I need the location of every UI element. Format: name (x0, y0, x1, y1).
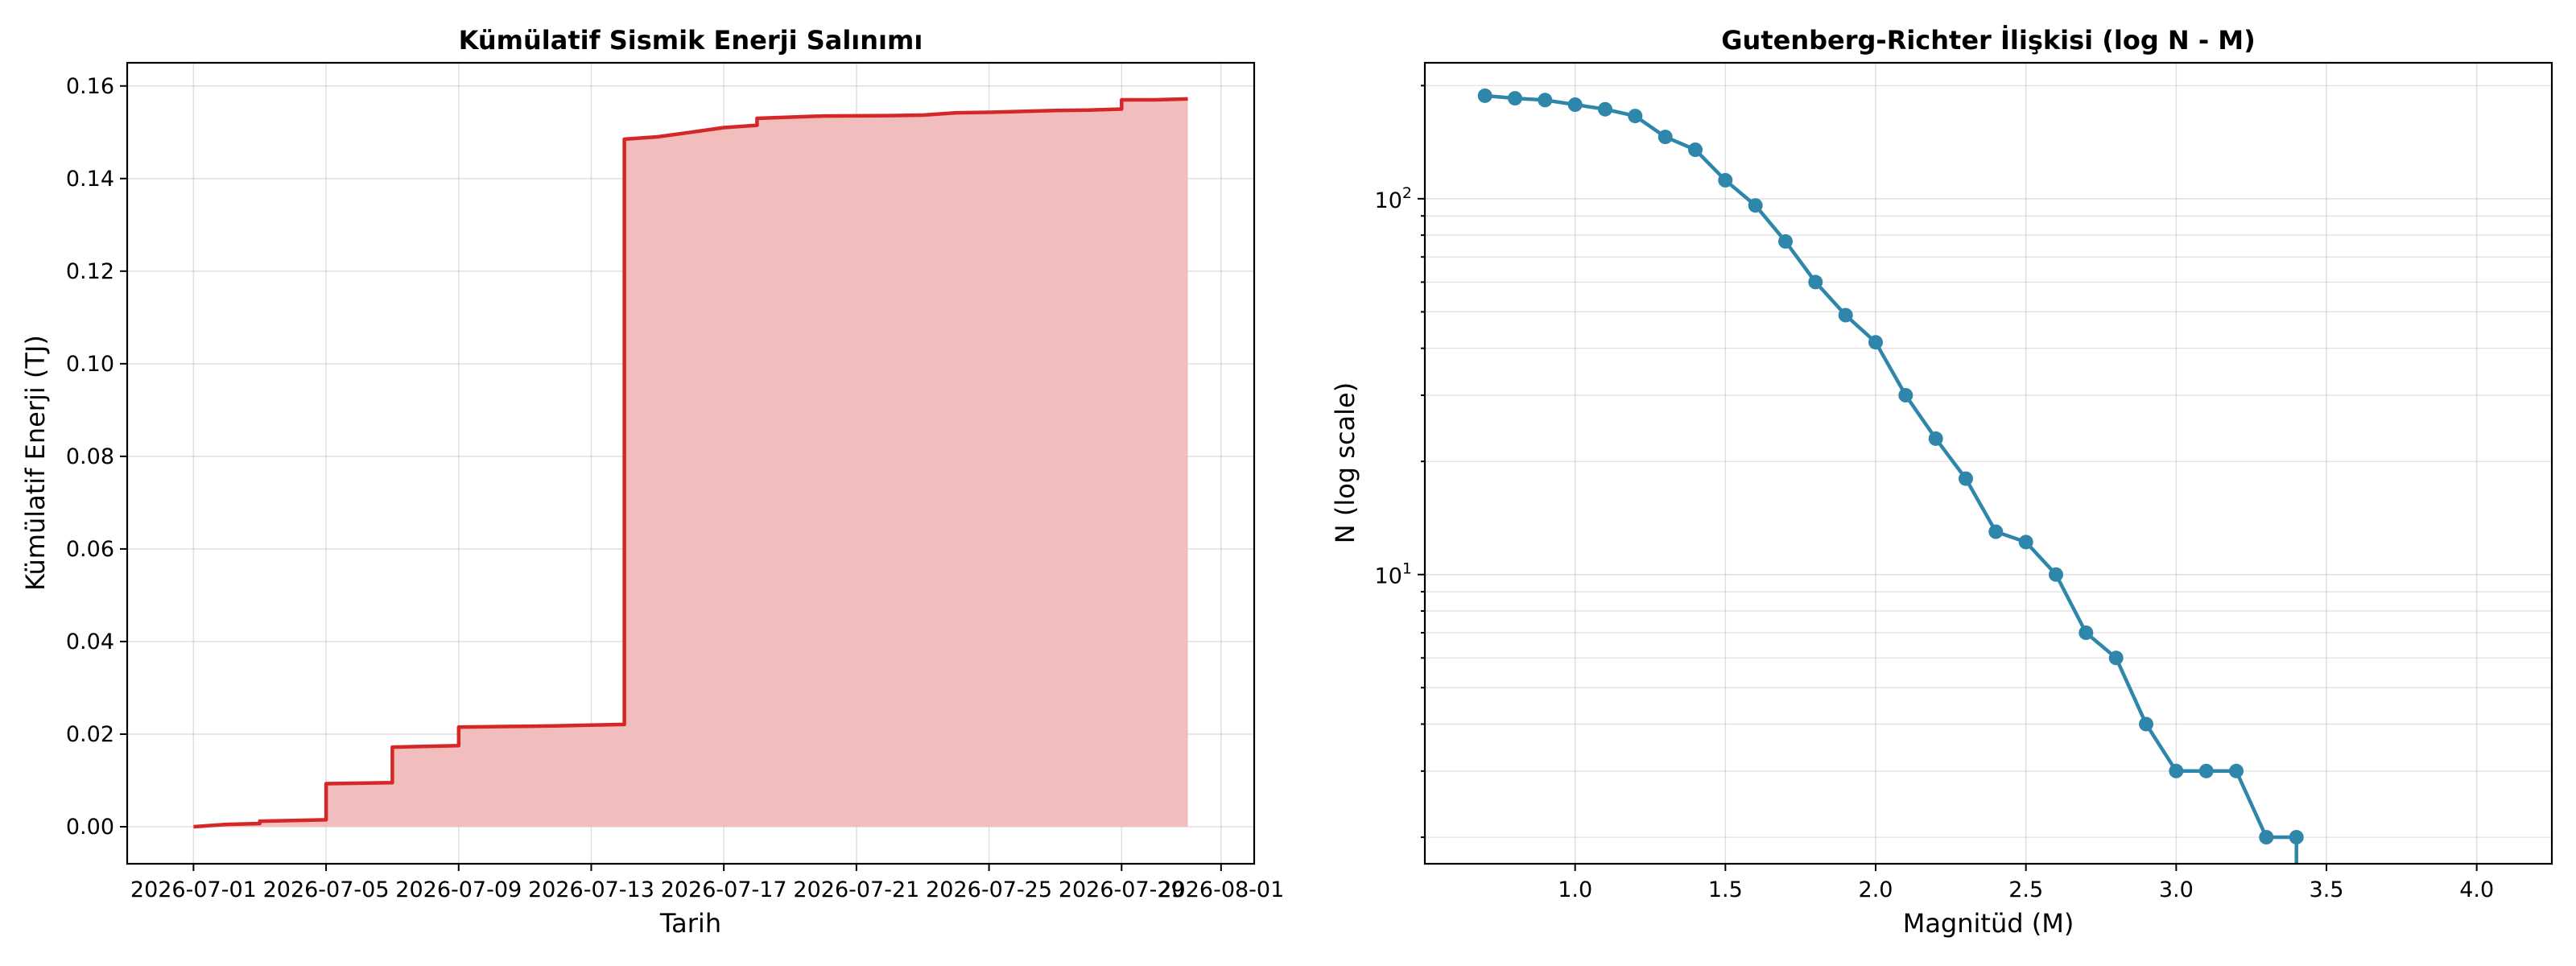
x-tick-label: 2026-07-17 (661, 877, 787, 902)
gr-point (2169, 763, 2184, 778)
y-tick-label: 101 (1375, 560, 1412, 589)
energy-chart-ylabel: Kümülatif Enerji (TJ) (20, 335, 51, 591)
y-tick-label: 0.08 (66, 444, 114, 469)
y-tick-label: 0.12 (66, 259, 114, 284)
x-tick-label: 2026-07-25 (926, 877, 1052, 902)
x-tick-label: 2026-07-29 (1059, 877, 1185, 902)
gr-chart-xlabel: Magnitüd (M) (1903, 908, 2074, 939)
gr-point (1808, 275, 1823, 290)
gr-point (1748, 198, 1763, 213)
y-tick-label: 0.10 (66, 352, 114, 377)
y-tick-label: 0.00 (66, 815, 114, 840)
gr-point (2139, 716, 2153, 732)
gr-point (1778, 233, 1793, 249)
energy-chart-title: Kümülatif Sismik Enerji Salınımı (459, 25, 923, 56)
gr-point (1538, 93, 1553, 108)
y-tick-label: 0.16 (66, 74, 114, 99)
x-tick-label: 2.5 (2008, 877, 2043, 902)
gr-point (1959, 471, 1973, 486)
energy-line (193, 97, 1188, 829)
energy-chart: Kümülatif Sismik Enerji Salınımı 2026-07… (20, 25, 1284, 939)
gr-point (1838, 308, 1853, 323)
gr-point (2018, 535, 2033, 550)
gr-point (1868, 335, 1883, 350)
gr-point (2079, 625, 2094, 640)
x-tick-label: 3.5 (2310, 877, 2344, 902)
gutenberg-richter-chart: Gutenberg-Richter İlişkisi (log N - M) 1… (1330, 25, 2553, 939)
gr-point (2049, 567, 2063, 582)
gr-chart-title: Gutenberg-Richter İlişkisi (log N - M) (1721, 25, 2255, 56)
energy-chart-xlabel: Tarih (659, 908, 721, 939)
y-tick-label: 0.06 (66, 537, 114, 562)
x-tick-label: 2026-07-21 (793, 877, 919, 902)
gr-point (1688, 142, 1703, 157)
gr-point (2289, 830, 2304, 844)
gr-point (1657, 130, 1673, 145)
x-tick-label: 1.5 (1708, 877, 1743, 902)
gr-point (1628, 109, 1643, 124)
gr-markers (1477, 88, 2304, 844)
gr-point (1988, 524, 2004, 539)
gr-point (2108, 650, 2124, 666)
x-tick-label: 4.0 (2459, 877, 2494, 902)
x-tick-label: 2026-07-09 (395, 877, 522, 902)
x-tick-label: 3.0 (2159, 877, 2194, 902)
energy-chart-frame (126, 61, 1256, 865)
gr-point (2229, 763, 2244, 778)
x-tick-label: 2026-07-13 (528, 877, 654, 902)
gr-point (1508, 91, 1522, 106)
x-tick-label: 2026-08-01 (1158, 877, 1284, 902)
y-tick-label: 0.14 (66, 167, 114, 192)
y-tick-label: 102 (1375, 184, 1412, 213)
gr-point (1567, 97, 1583, 112)
gr-point (1928, 431, 1943, 446)
energy-chart-ticks: 2026-07-01 2026-07-05 2026-07-09 2026-07-13… (66, 74, 1284, 902)
energy-area-fill (193, 98, 1188, 827)
gr-point (1477, 88, 1492, 103)
gr-point (2198, 763, 2214, 778)
gr-chart-grid (1425, 63, 2552, 864)
gr-chart-frame (1423, 61, 2553, 865)
x-tick-label: 2026-07-05 (263, 877, 390, 902)
gr-chart-ticks: 101 102 1.0 1.5 2.0 2.5 3.0 3.5 4.0 (1375, 85, 2494, 902)
gr-point (2259, 830, 2274, 844)
x-tick-label: 2026-07-01 (130, 877, 257, 902)
gr-chart-ylabel: N (log scale) (1330, 382, 1360, 543)
gr-point (1718, 172, 1733, 188)
gr-point (1898, 388, 1913, 402)
gr-point (1598, 101, 1612, 117)
y-tick-label: 0.02 (66, 722, 114, 747)
x-tick-label: 1.0 (1558, 877, 1592, 902)
x-tick-label: 2.0 (1859, 877, 1893, 902)
y-tick-label: 0.04 (66, 630, 114, 654)
